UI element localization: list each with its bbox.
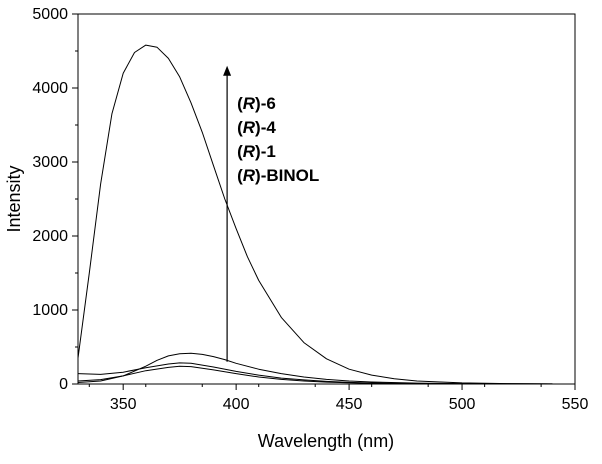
annotation-label: (R)-BINOL — [237, 166, 319, 185]
annotation-label: (R)-1 — [237, 142, 276, 161]
series-line-3 — [77, 362, 553, 385]
series-line-4 — [77, 365, 553, 385]
y-tick-label: 2000 — [32, 228, 68, 245]
y-tick-label: 3000 — [32, 154, 68, 171]
y-tick-label: 0 — [59, 376, 68, 393]
series-layer — [77, 44, 553, 385]
series-line-2 — [77, 352, 553, 385]
series-line-1 — [77, 44, 553, 385]
y-tick-label: 5000 — [32, 6, 68, 23]
y-tick-label: 4000 — [32, 80, 68, 97]
annotation-layer: (R)-6 (R)-4 (R)-1 (R)-BINOL — [223, 65, 319, 362]
x-tick-label: 400 — [223, 396, 250, 413]
annotation-label: (R)-6 — [237, 94, 276, 113]
x-tick-label: 350 — [110, 396, 137, 413]
x-tick-label: 550 — [562, 396, 589, 413]
x-axis-title: Wavelength (nm) — [258, 431, 394, 451]
annotation-arrow-head — [223, 65, 232, 76]
plot-frame — [77, 13, 576, 385]
y-tick-label: 1000 — [32, 302, 68, 319]
annotation-label: (R)-4 — [237, 118, 276, 137]
y-axis-title: Intensity — [4, 165, 24, 232]
x-tick-label: 450 — [336, 396, 363, 413]
plot-area: 350 400 450 500 550 0 1000 2000 3000 4000 5000 (R)… — [32, 6, 588, 413]
tick-layer: 350 400 450 500 550 0 1000 2000 3000 4000 5000 — [32, 6, 588, 413]
x-tick-label: 500 — [449, 396, 476, 413]
